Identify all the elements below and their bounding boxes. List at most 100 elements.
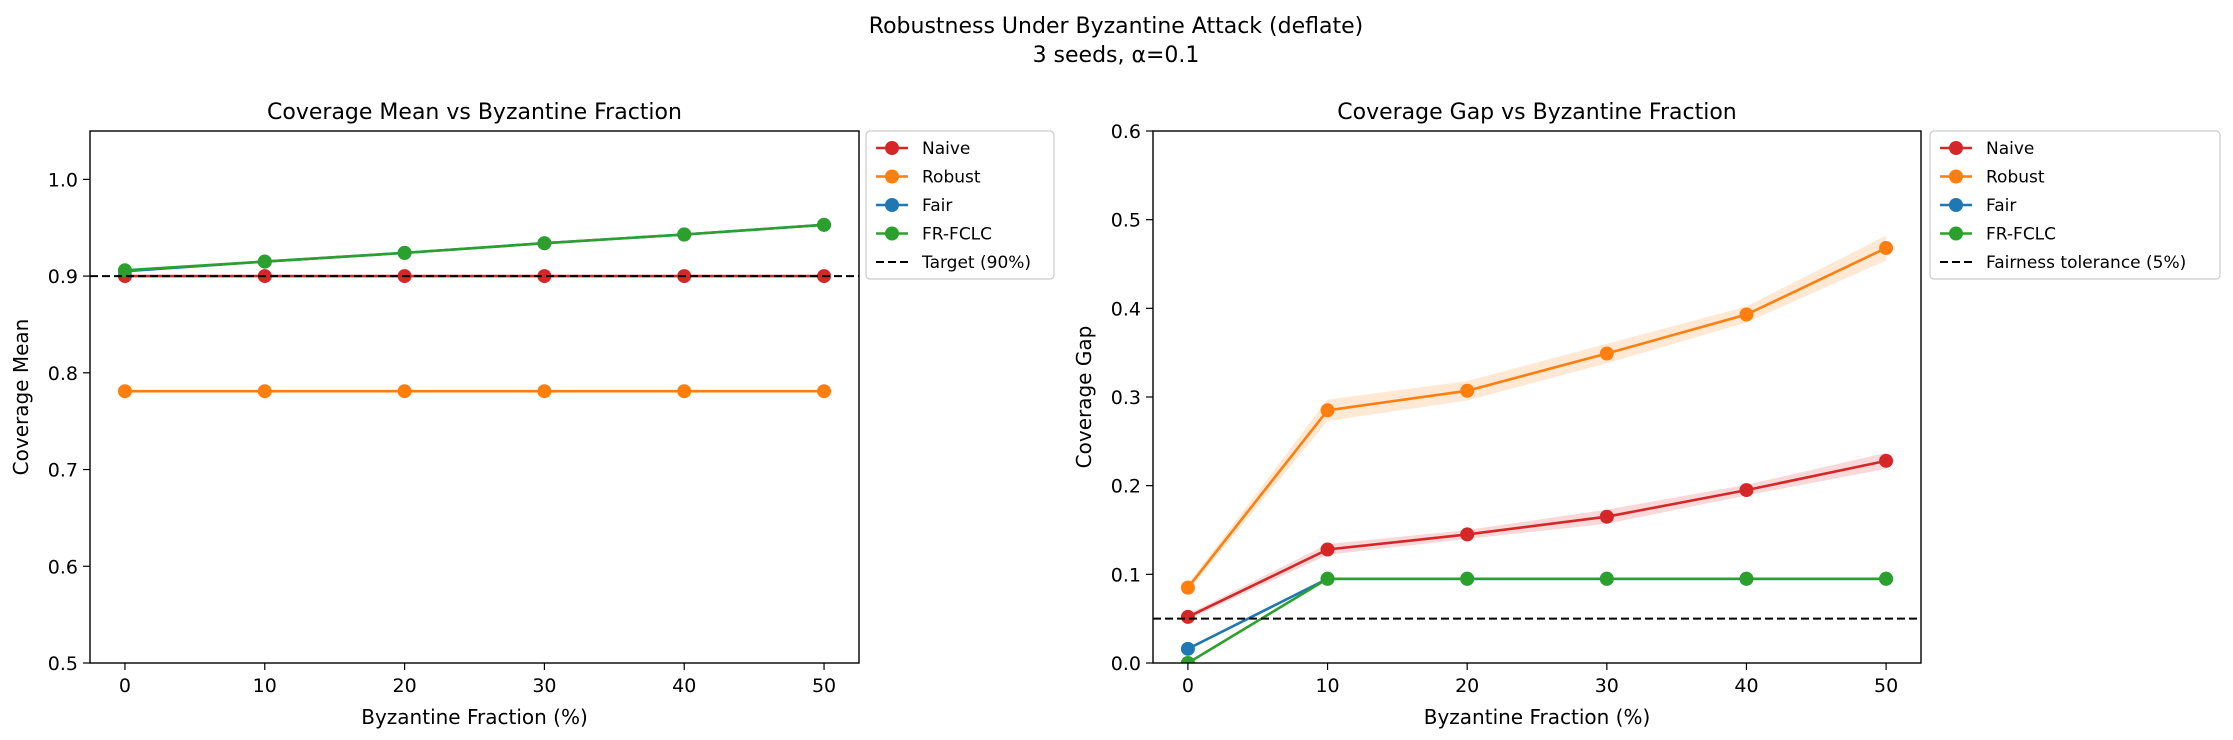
legend-label: Naive	[1986, 139, 2034, 159]
x-tick-label: 40	[672, 675, 696, 697]
series-band-robust	[1187, 235, 1887, 592]
data-point-robust	[1739, 307, 1754, 322]
data-point-naive	[1599, 509, 1614, 524]
data-point-fr-fclc	[1879, 571, 1894, 586]
x-axis-label: Byzantine Fraction (%)	[1424, 705, 1651, 729]
series-line-fair	[1187, 577, 1887, 650]
data-point-fr-fclc	[677, 227, 692, 242]
data-point-robust	[397, 384, 412, 399]
y-tick-label: 0.3	[1111, 387, 1141, 409]
data-point-fr-fclc	[1320, 571, 1335, 586]
x-tick-label: 10	[1315, 675, 1339, 697]
legend-label: Robust	[922, 168, 981, 188]
y-tick-label: 0.9	[48, 266, 78, 288]
data-point-naive	[537, 269, 552, 284]
y-tick-label: 0.4	[1111, 298, 1141, 320]
series-line-robust	[1186, 246, 1887, 589]
data-point-robust	[677, 384, 692, 399]
data-point-fair	[1180, 641, 1195, 656]
x-tick-label: 20	[392, 675, 416, 697]
y-tick-label: 0.6	[1111, 121, 1141, 143]
y-tick-label: 0.8	[48, 363, 78, 385]
legend-marker	[885, 141, 899, 155]
series-line-naive	[1187, 459, 1887, 619]
y-tick-label: 0.2	[1111, 476, 1141, 498]
y-tick-label: 0.5	[1111, 210, 1141, 232]
data-point-robust	[257, 384, 272, 399]
x-tick-label: 20	[1455, 675, 1479, 697]
legend-marker	[885, 198, 899, 212]
data-point-naive	[1460, 527, 1475, 542]
data-point-naive	[1879, 453, 1894, 468]
legend-marker	[885, 226, 899, 241]
data-point-fr-fclc	[1180, 656, 1195, 663]
legend-frame	[865, 130, 1055, 280]
series-line-fr-fclc	[124, 223, 825, 272]
series-line-fr-fclc	[1187, 577, 1887, 663]
x-tick-label: 40	[1734, 675, 1758, 697]
plot-area	[90, 217, 859, 399]
legend-label: Fair	[1986, 196, 2016, 216]
y-tick-label: 0.0	[1111, 653, 1141, 675]
x-tick-label: 10	[253, 675, 277, 697]
data-point-naive	[1739, 483, 1754, 498]
x-tick-label: 30	[532, 675, 556, 697]
legend-frame	[1929, 130, 2221, 280]
x-tick-label: 30	[1595, 675, 1619, 697]
data-point-robust	[537, 384, 552, 399]
y-tick-label: 0.1	[1111, 564, 1141, 586]
data-point-robust	[1879, 241, 1894, 256]
legend-label: Naive	[922, 139, 970, 159]
plot-area	[1153, 235, 1921, 663]
y-tick-label: 1.0	[48, 169, 78, 191]
legend: Naive Robust Fair FR-FCLC Target (90%)	[865, 130, 1055, 280]
data-point-fr-fclc	[1739, 571, 1754, 586]
data-point-robust	[817, 384, 832, 399]
y-tick-label: 0.5	[48, 653, 78, 675]
legend-marker	[1949, 198, 1963, 212]
y-tick-label: 0.6	[48, 556, 78, 578]
legend-label: Target (90%)	[921, 253, 1031, 273]
legend-label: Fairness tolerance (5%)	[1986, 253, 2186, 273]
chart-title: Coverage Gap vs Byzantine Fraction	[1337, 100, 1736, 125]
data-point-fr-fclc	[397, 245, 412, 260]
figure-subtitle: 3 seeds, α=0.1	[1033, 43, 1200, 68]
data-point-fr-fclc	[537, 236, 552, 251]
legend-label: Robust	[1986, 168, 2045, 188]
data-point-robust	[1460, 383, 1475, 398]
legend-marker	[1949, 141, 1963, 155]
x-tick-label: 50	[1874, 675, 1898, 697]
legend-label: FR-FCLC	[922, 225, 992, 245]
data-point-robust	[1180, 580, 1195, 595]
chart-panel-2: Coverage Gap vs Byzantine Fraction 0 10 20 3…	[1072, 100, 2221, 729]
legend: Naive Robust Fair FR-FCLC Fairness tolerance…	[1929, 130, 2221, 280]
figure-title: Robustness Under Byzantine Attack (defla…	[869, 14, 1363, 39]
x-tick-label: 0	[119, 675, 131, 697]
y-tick-label: 0.7	[48, 460, 78, 482]
legend-marker	[1949, 169, 1963, 184]
legend-marker	[885, 169, 899, 184]
chart-title: Coverage Mean vs Byzantine Fraction	[267, 100, 682, 125]
series-band-naive	[1187, 452, 1887, 620]
data-point-fr-fclc	[817, 217, 832, 232]
legend-label: FR-FCLC	[1986, 225, 2056, 245]
legend-marker	[1949, 226, 1963, 241]
data-point-robust	[117, 384, 132, 399]
axes-frame	[1152, 130, 1922, 664]
data-point-robust	[1599, 346, 1614, 361]
chart-panel-1: Coverage Mean vs Byzantine Fraction 0 10 20…	[9, 100, 1055, 729]
data-point-fr-fclc	[1460, 571, 1475, 586]
data-point-fr-fclc	[1599, 571, 1614, 586]
data-point-naive	[1320, 542, 1335, 557]
data-point-fr-fclc	[117, 263, 132, 278]
x-axis-label: Byzantine Fraction (%)	[361, 705, 588, 729]
legend-label: Fair	[922, 196, 952, 216]
x-tick-label: 0	[1182, 675, 1194, 697]
data-point-naive	[1180, 609, 1195, 624]
axes-frame	[89, 130, 860, 664]
data-point-fr-fclc	[257, 254, 272, 269]
data-point-robust	[1320, 403, 1335, 418]
x-tick-label: 50	[812, 675, 836, 697]
y-axis-label: Coverage Mean	[9, 319, 33, 476]
